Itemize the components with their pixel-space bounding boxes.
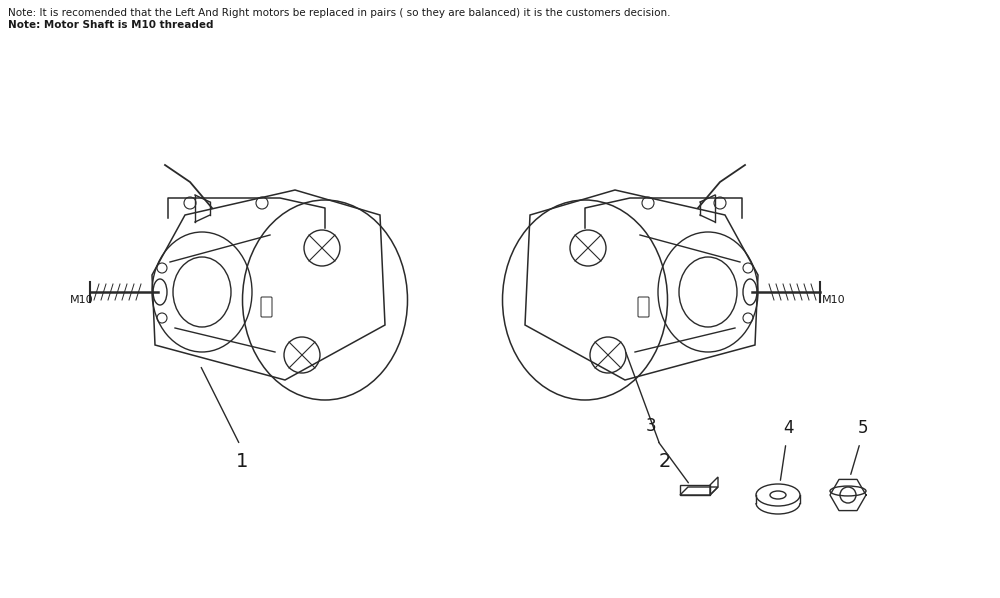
Text: M10: M10: [70, 295, 94, 305]
Text: 1: 1: [236, 452, 248, 471]
Text: 4: 4: [783, 419, 793, 437]
Text: Note: Motor Shaft is M10 threaded: Note: Motor Shaft is M10 threaded: [8, 20, 214, 30]
Text: Note: It is recomended that the Left And Right motors be replaced in pairs ( so : Note: It is recomended that the Left And…: [8, 8, 670, 18]
Text: 5: 5: [858, 419, 868, 437]
Text: 2: 2: [659, 452, 671, 471]
Text: 3: 3: [646, 417, 656, 435]
Text: M10: M10: [822, 295, 846, 305]
